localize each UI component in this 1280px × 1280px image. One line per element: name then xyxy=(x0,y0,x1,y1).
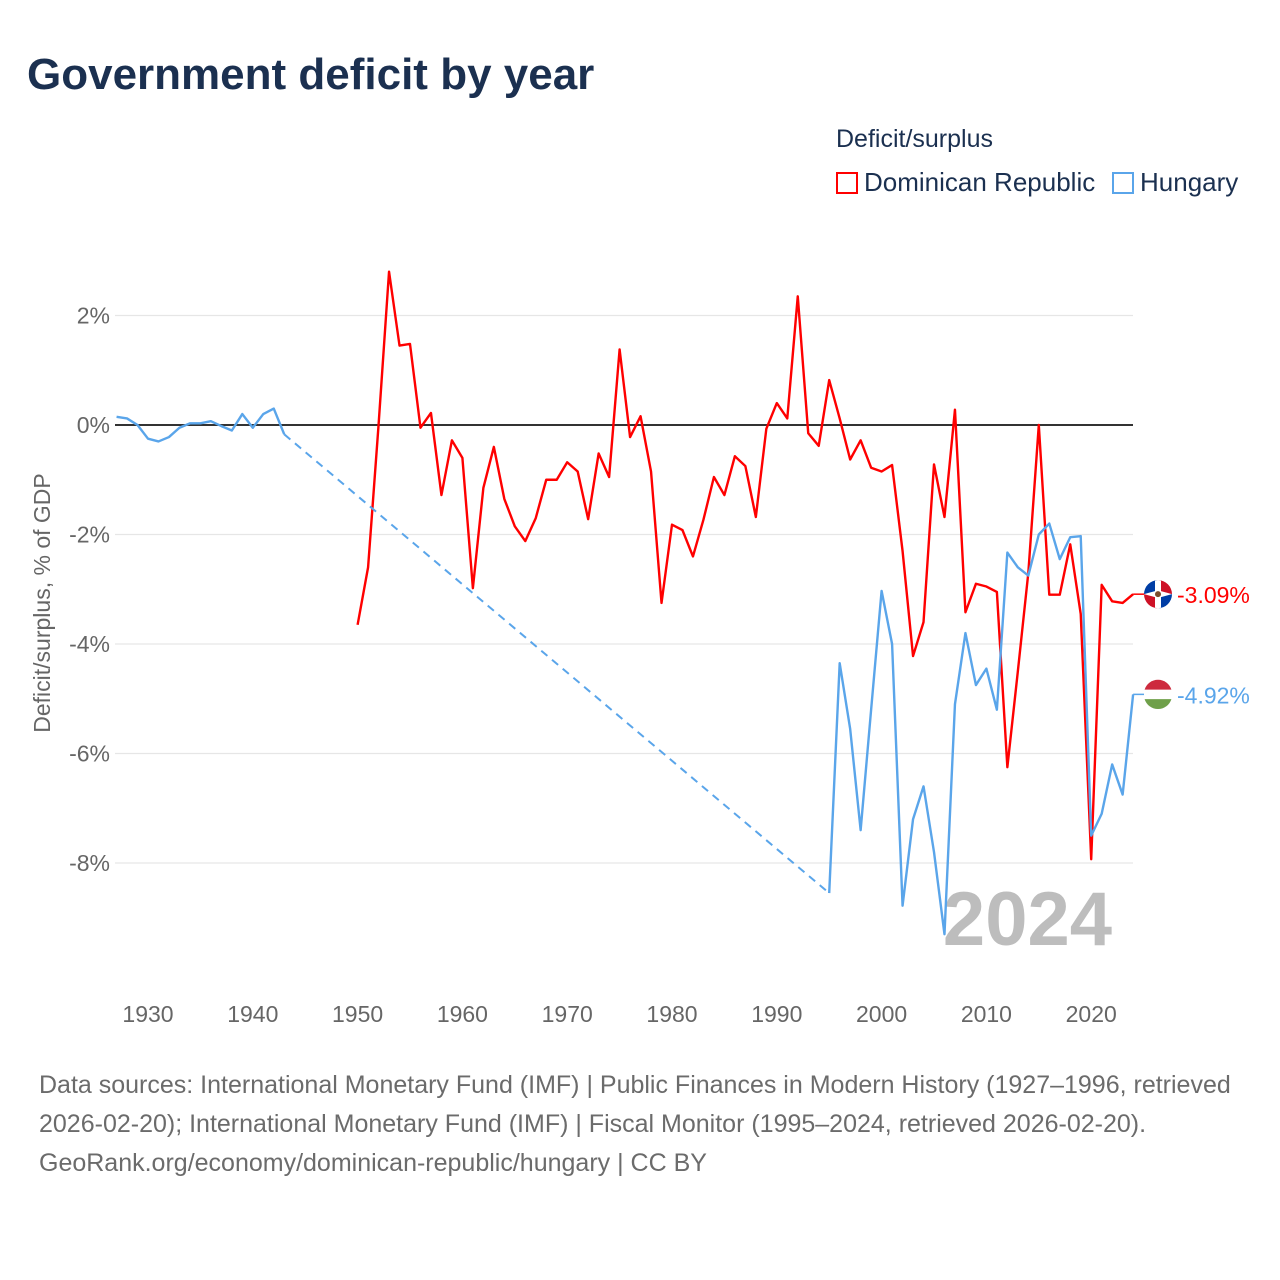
x-tick-label: 1970 xyxy=(542,1001,593,1027)
legend-item-dominican-republic[interactable]: Dominican Republic xyxy=(836,167,1095,198)
x-tick-label: 1960 xyxy=(437,1001,488,1027)
x-tick-label: 1980 xyxy=(646,1001,697,1027)
gap-dashed-line xyxy=(283,433,830,894)
end-value-label: -4.92% xyxy=(1177,682,1250,708)
flag-quadrant xyxy=(1144,580,1158,595)
flag-stripe xyxy=(1144,679,1172,690)
legend-swatch xyxy=(1112,171,1134,194)
flag-quadrant xyxy=(1144,594,1158,609)
y-tick-label: -4% xyxy=(69,631,110,657)
y-tick-label: -6% xyxy=(69,741,110,767)
flag-emblem xyxy=(1155,591,1161,598)
x-tick-label: 1990 xyxy=(751,1001,802,1027)
legend-label: Dominican Republic xyxy=(864,167,1096,197)
legend-item-hungary[interactable]: Hungary xyxy=(1112,167,1238,198)
x-tick-label: 2020 xyxy=(1066,1001,1117,1027)
source-note: Data sources: International Monetary Fun… xyxy=(39,1066,1239,1183)
source-text: Data sources: International Monetary Fun… xyxy=(39,1071,1231,1138)
chart-title: Government deficit by year xyxy=(27,50,595,99)
legend-label: Hungary xyxy=(1140,167,1239,197)
credit-link[interactable]: GeoRank.org/economy/dominican-republic/h… xyxy=(39,1149,707,1177)
x-tick-label: 2000 xyxy=(856,1001,907,1027)
x-tick-label: 1950 xyxy=(332,1001,383,1027)
x-tick-label: 2010 xyxy=(961,1001,1012,1027)
legend-swatch xyxy=(836,171,858,194)
y-tick-label: -8% xyxy=(69,850,110,876)
y-tick-label: -2% xyxy=(69,522,110,548)
x-tick-label: 1930 xyxy=(122,1001,173,1027)
chart-plot: 2% 0% -2% -4% -6% -8% 1930 1940 1950 1960 1970 1980… xyxy=(29,270,1250,1027)
year-watermark: 2024 xyxy=(943,877,1112,962)
flag-quadrant xyxy=(1158,580,1172,595)
series-line-hungary xyxy=(116,407,286,443)
end-value-label: -3.09% xyxy=(1177,582,1250,608)
series-line-hungary xyxy=(828,522,1135,936)
legend-title: Deficit/surplus xyxy=(836,125,993,153)
y-tick-label: 2% xyxy=(77,303,110,329)
x-tick-label: 1940 xyxy=(227,1001,278,1027)
series-line-dominican-republic xyxy=(356,270,1134,861)
y-axis-label: Deficit/surplus, % of GDP xyxy=(29,473,55,732)
flag-quadrant xyxy=(1158,594,1172,609)
y-tick-label: 0% xyxy=(77,412,110,438)
flag-stripe xyxy=(1144,699,1172,710)
